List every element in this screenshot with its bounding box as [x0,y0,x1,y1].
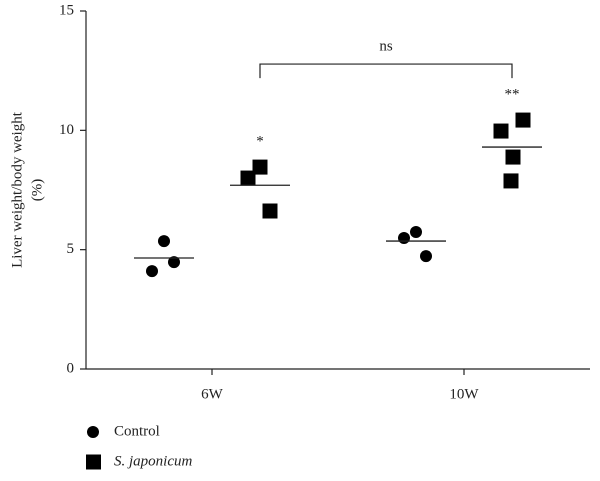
data-point [420,250,432,263]
data-point [493,123,509,139]
data-point [262,203,278,219]
data-point [515,112,531,128]
legend-label: S. japonicum [114,453,192,469]
significance-label: ** [505,87,520,103]
legend-marker [87,426,99,438]
comparison-bracket [259,63,513,79]
data-point [503,173,519,189]
y-tick-label: 10 [59,122,74,138]
y-tick-label: 15 [59,2,74,18]
data-point [158,235,170,248]
data-point [398,231,410,244]
data-point [410,226,422,239]
y-axis-label: Liver weight/body weight [9,111,25,268]
data-point [505,149,521,165]
data-point [240,170,256,186]
significance-label: * [256,134,264,150]
comparison-label: ns [379,39,393,55]
data-point [252,159,268,175]
y-tick-label: 0 [67,360,75,376]
legend-label: Control [114,423,160,439]
x-tick-label: 10W [449,386,479,402]
y-axis-label: (%) [29,179,45,202]
data-point [168,256,180,269]
x-tick-label: 6W [201,386,224,402]
y-tick-label: 5 [67,241,75,257]
legend-marker [86,454,101,470]
data-point [146,265,158,278]
